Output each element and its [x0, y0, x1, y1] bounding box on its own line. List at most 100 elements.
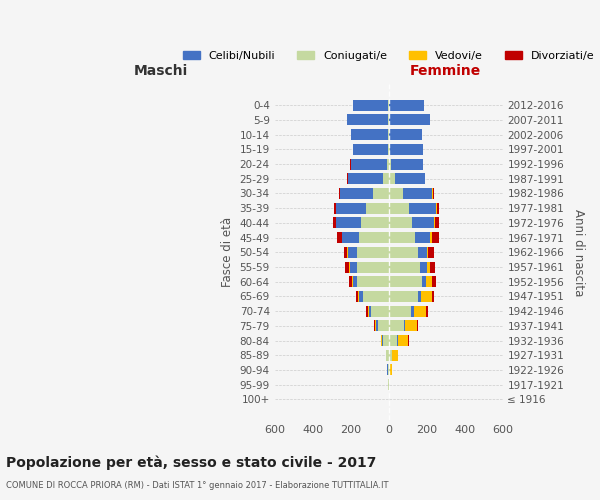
Bar	[374, 320, 375, 332]
Bar	[395, 174, 425, 184]
Bar	[357, 276, 389, 287]
Bar	[412, 306, 413, 316]
Bar	[413, 306, 426, 316]
Bar	[353, 144, 388, 155]
Bar	[349, 276, 352, 287]
Bar	[389, 320, 404, 332]
Bar	[392, 350, 398, 361]
Bar	[363, 291, 389, 302]
Bar	[389, 335, 397, 346]
Bar	[389, 232, 415, 243]
Bar	[418, 247, 427, 258]
Bar	[353, 100, 388, 111]
Bar	[348, 247, 357, 258]
Bar	[389, 262, 420, 272]
Bar	[435, 218, 439, 228]
Bar	[375, 320, 376, 332]
Bar	[386, 350, 389, 361]
Bar	[409, 202, 436, 213]
Bar	[389, 144, 423, 155]
Y-axis label: Anni di nascita: Anni di nascita	[572, 208, 585, 296]
Bar	[432, 232, 439, 243]
Bar	[420, 262, 427, 272]
Bar	[391, 158, 423, 170]
Bar	[371, 306, 389, 316]
Bar	[389, 158, 391, 170]
Bar	[389, 247, 418, 258]
Bar	[350, 262, 357, 272]
Bar	[437, 202, 439, 213]
Bar	[397, 335, 398, 346]
Bar	[383, 335, 389, 346]
Bar	[366, 202, 389, 213]
Bar	[383, 174, 389, 184]
Bar	[389, 174, 395, 184]
Bar	[426, 276, 432, 287]
Bar	[381, 335, 382, 346]
Bar	[353, 276, 357, 287]
Bar	[339, 188, 340, 199]
Bar	[366, 306, 368, 316]
Bar	[337, 202, 366, 213]
Bar	[347, 114, 388, 126]
Bar	[390, 364, 392, 376]
Bar	[348, 174, 383, 184]
Bar	[334, 202, 336, 213]
Bar	[337, 218, 361, 228]
Bar	[430, 262, 435, 272]
Bar	[421, 291, 432, 302]
Bar	[415, 232, 430, 243]
Legend: Celibi/Nubili, Coniugati/e, Vedovi/e, Divorziati/e: Celibi/Nubili, Coniugati/e, Vedovi/e, Di…	[179, 46, 599, 66]
Bar	[389, 188, 403, 199]
Y-axis label: Fasce di età: Fasce di età	[221, 218, 234, 288]
Text: Popolazione per età, sesso e stato civile - 2017: Popolazione per età, sesso e stato civil…	[6, 456, 376, 470]
Bar	[359, 291, 363, 302]
Bar	[389, 100, 424, 111]
Bar	[342, 232, 359, 243]
Bar	[359, 232, 389, 243]
Bar	[351, 129, 388, 140]
Text: Maschi: Maschi	[134, 64, 188, 78]
Bar	[389, 306, 412, 316]
Bar	[344, 247, 347, 258]
Bar	[430, 232, 432, 243]
Bar	[378, 320, 389, 332]
Bar	[432, 291, 434, 302]
Bar	[389, 291, 418, 302]
Bar	[345, 262, 349, 272]
Bar	[417, 320, 418, 332]
Bar	[422, 276, 426, 287]
Bar	[398, 335, 407, 346]
Bar	[427, 262, 430, 272]
Text: Femmine: Femmine	[410, 64, 481, 78]
Bar	[403, 188, 432, 199]
Bar	[434, 218, 435, 228]
Bar	[357, 247, 389, 258]
Bar	[427, 247, 428, 258]
Bar	[412, 218, 434, 228]
Bar	[356, 291, 358, 302]
Bar	[350, 158, 386, 170]
Bar	[389, 114, 430, 126]
Bar	[376, 320, 378, 332]
Bar	[404, 320, 406, 332]
Bar	[352, 276, 353, 287]
Bar	[389, 129, 422, 140]
Bar	[389, 202, 409, 213]
Bar	[373, 188, 389, 199]
Bar	[389, 218, 412, 228]
Bar	[386, 158, 389, 170]
Bar	[389, 350, 392, 361]
Bar	[382, 335, 383, 346]
Bar	[432, 276, 436, 287]
Bar	[389, 276, 422, 287]
Bar	[407, 335, 409, 346]
Bar	[334, 218, 336, 228]
Bar	[426, 306, 428, 316]
Bar	[368, 306, 371, 316]
Bar	[389, 364, 390, 376]
Bar	[433, 188, 434, 199]
Bar	[361, 218, 389, 228]
Bar	[388, 364, 389, 376]
Bar	[358, 291, 359, 302]
